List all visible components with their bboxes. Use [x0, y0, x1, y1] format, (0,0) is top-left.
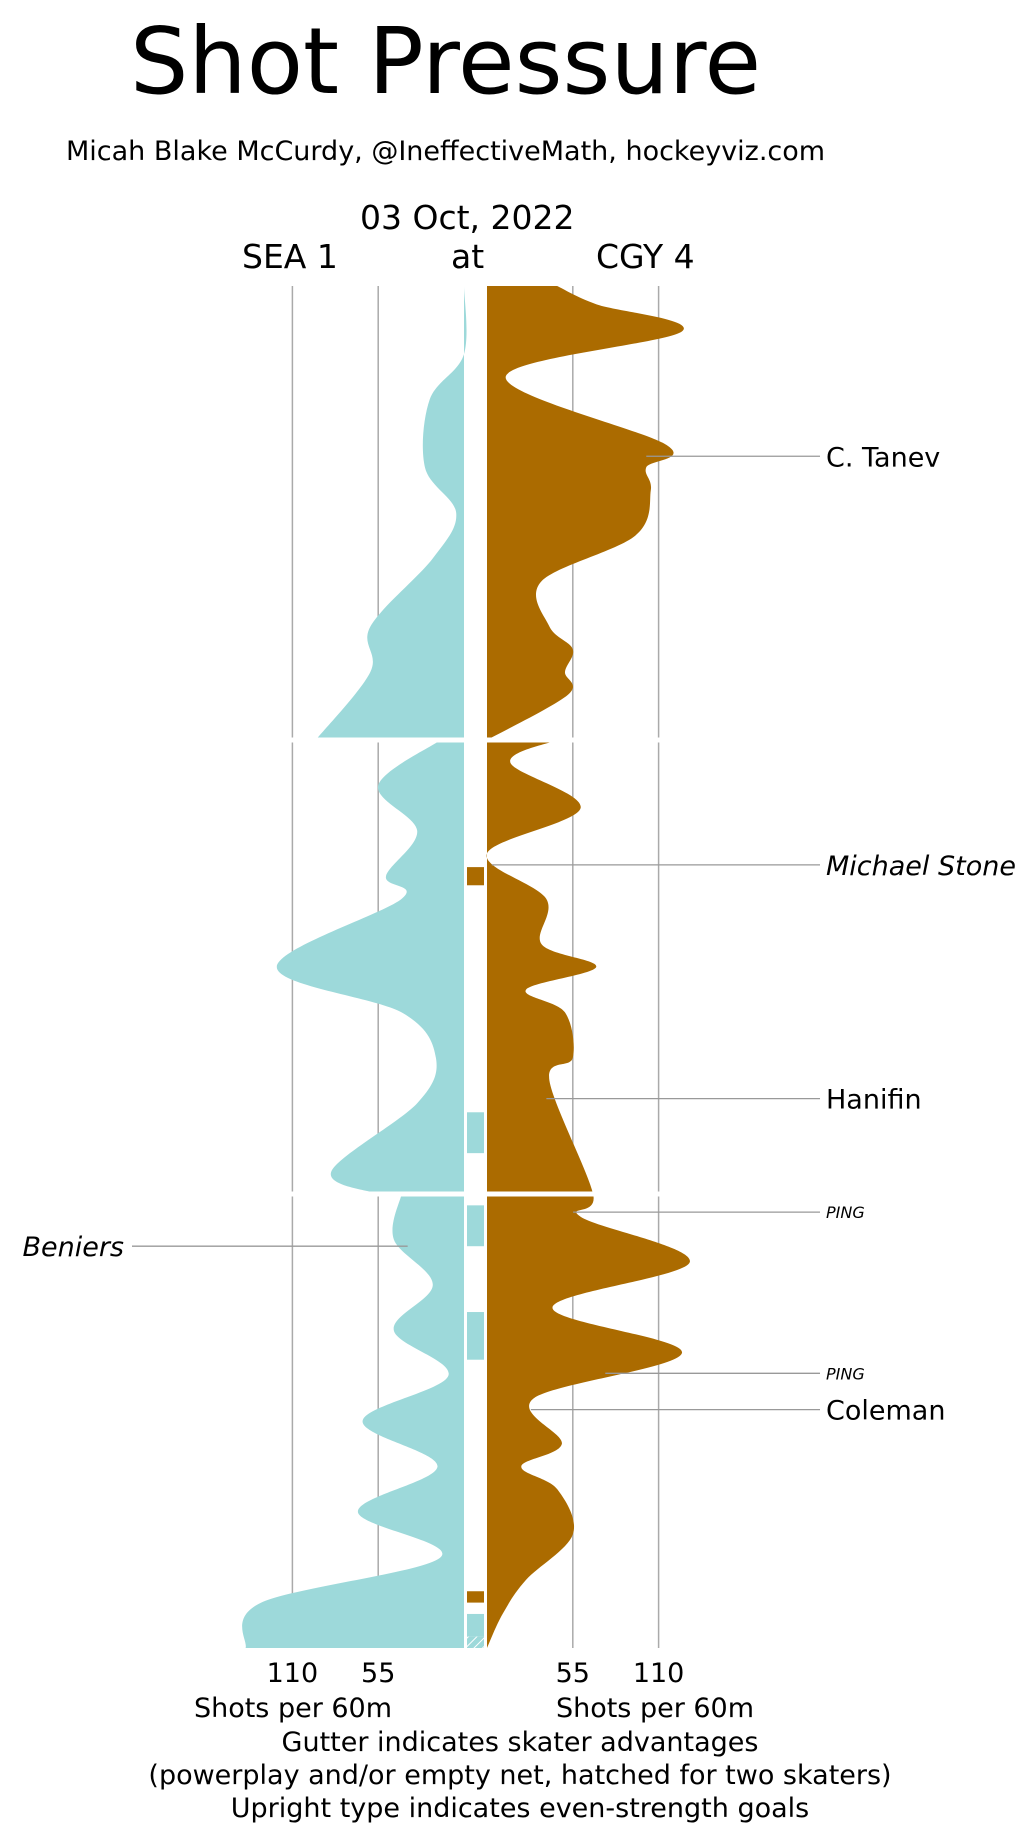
goal-label-4: PING: [826, 1203, 865, 1222]
away-tick-label-110: 110: [267, 1658, 319, 1689]
goal-label-3: Hanifin: [826, 1085, 922, 1116]
home-x-axis-label: Shots per 60m: [556, 1693, 754, 1724]
away-x-axis-label: Shots per 60m: [194, 1693, 392, 1724]
goal-label-5: Beniers: [22, 1232, 124, 1263]
away-shot-area-1: [315, 286, 467, 740]
home-shot-area-1: [487, 286, 684, 740]
goal-label-2: Michael Stone: [826, 851, 1016, 882]
gutter-advantage-3: [467, 1205, 484, 1247]
chart-title: Shot Pressure: [130, 8, 762, 115]
gutter-advantage-6: [467, 1613, 484, 1637]
gutter-advantage-2: [467, 1112, 484, 1154]
footer-line-1: Gutter indicates skater advantages: [282, 1727, 759, 1758]
away-tick-label-55: 55: [361, 1658, 395, 1689]
gutter-advantage-4: [467, 1312, 484, 1360]
away-team-score: SEA 1: [242, 237, 338, 276]
away-shot-area-3: [242, 1194, 464, 1648]
gutter-layer: [467, 867, 484, 1648]
home-team-score: CGY 4: [596, 237, 695, 276]
goal-label-6: PING: [826, 1364, 865, 1383]
home-tick-label-110: 110: [633, 1658, 685, 1689]
goal-layer: C. Tanev Michael Stone Hanifin PING Beniers P…: [22, 442, 1016, 1426]
footer-line-3: Upright type indicates even-strength goa…: [231, 1793, 809, 1824]
goal-label-7: Coleman: [826, 1396, 945, 1427]
gutter-advantage-5: [467, 1591, 484, 1603]
area-layer: [242, 286, 690, 1648]
tick-layer: 110 55 55 110: [267, 1658, 685, 1689]
period-separators: [0, 737, 1032, 1197]
away-shot-area-2: [276, 740, 464, 1194]
gutter-advantage-1: [467, 867, 484, 886]
chart-credit: Micah Blake McCurdy, @IneffectiveMath, h…: [66, 136, 826, 167]
gutter-advantage-7: [467, 1636, 484, 1648]
goal-label-1: C. Tanev: [826, 442, 940, 473]
at-label: at: [451, 237, 485, 276]
game-date: 03 Oct, 2022: [360, 198, 575, 237]
home-tick-label-55: 55: [556, 1658, 590, 1689]
footer-line-2: (powerplay and/or empty net, hatched for…: [148, 1760, 891, 1791]
